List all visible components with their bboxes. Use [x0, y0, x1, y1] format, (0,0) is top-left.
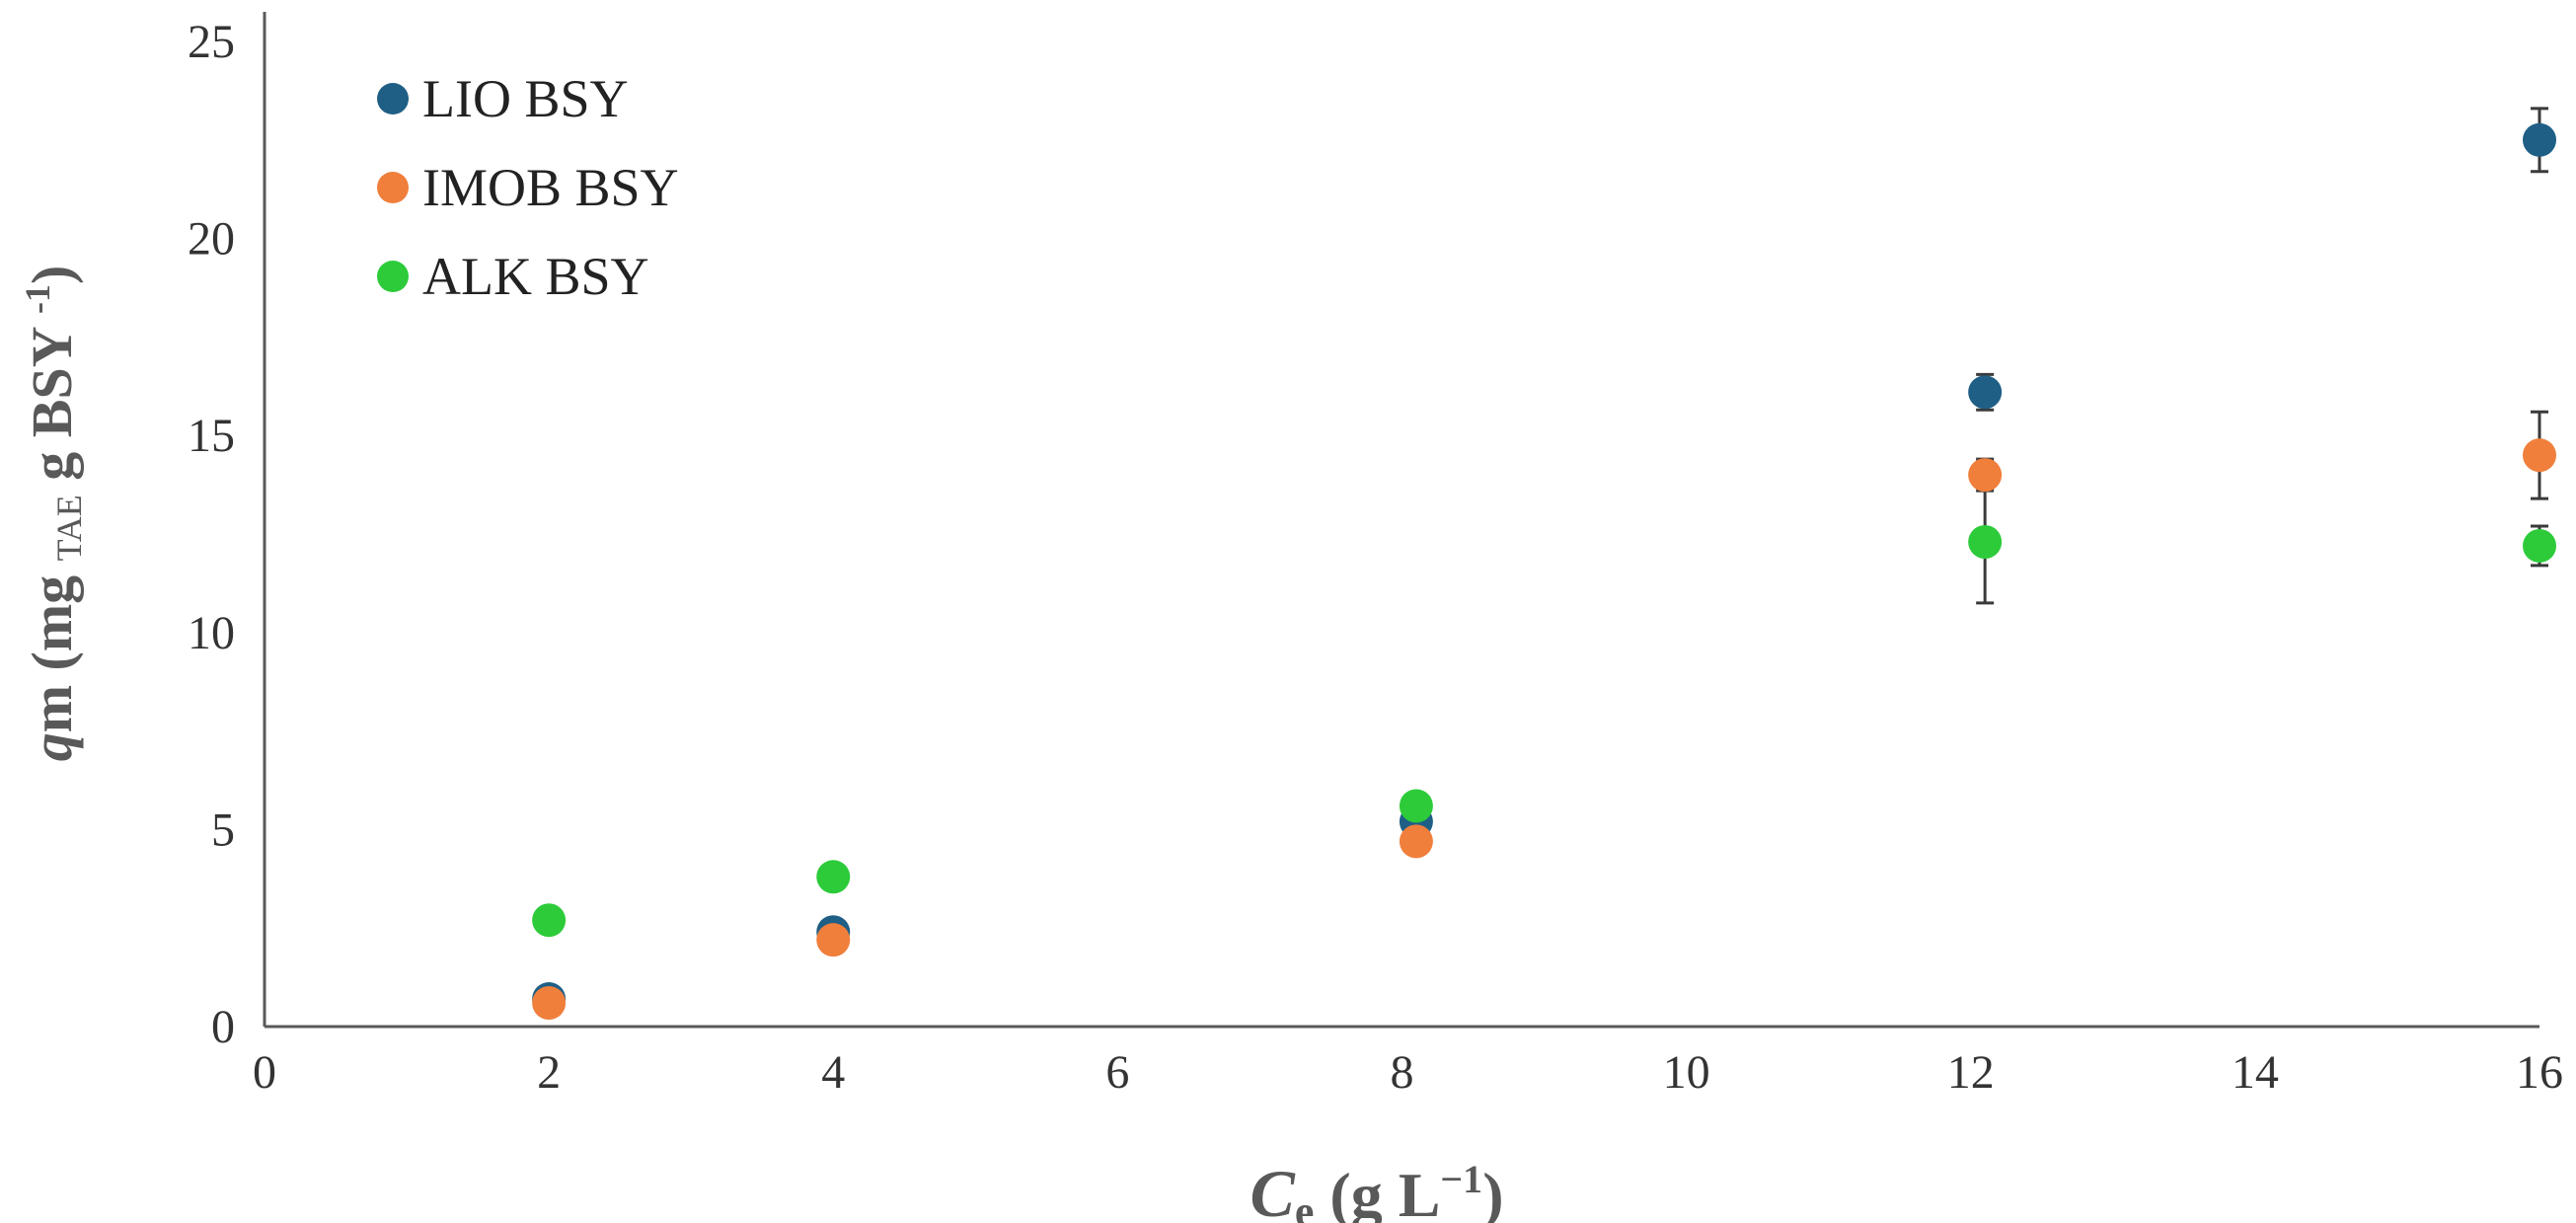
y-axis-title-sub: TAE	[49, 495, 89, 561]
data-point	[1399, 824, 1433, 859]
x-axis-title-unit: (g L	[1314, 1160, 1440, 1223]
data-point	[1399, 789, 1433, 823]
legend-marker	[377, 83, 409, 115]
x-tick-label: 14	[2232, 1046, 2279, 1099]
y-tick-label: 15	[188, 410, 235, 462]
x-tick-label: 8	[1391, 1046, 1414, 1099]
legend-label: IMOB BSY	[422, 158, 679, 217]
y-tick-label: 20	[188, 213, 235, 266]
legend-marker	[377, 261, 409, 292]
data-point	[2523, 438, 2556, 473]
y-tick-label: 10	[188, 607, 235, 659]
legend-label: LIO BSY	[422, 69, 629, 128]
axes-group	[263, 12, 2539, 1029]
data-point	[1968, 524, 2003, 559]
x-axis-title-sup: −1	[1440, 1157, 1482, 1201]
x-tick-label: 10	[1663, 1046, 1710, 1099]
data-point	[532, 903, 567, 938]
data-point	[816, 923, 851, 957]
data-point	[2523, 122, 2556, 157]
x-axis-title-var: C	[1250, 1156, 1296, 1223]
legend: LIO BSY IMOB BSY ALK BSY	[377, 69, 679, 306]
data-points	[532, 122, 2556, 1021]
x-tick-label: 16	[2516, 1046, 2563, 1099]
data-point	[1968, 458, 2003, 493]
y-axis-title-sup: -1	[18, 284, 57, 314]
y-tick-labels: 0 5 10 15 20 25	[188, 16, 235, 1053]
y-tick-label: 5	[211, 803, 235, 856]
x-tick-label: 12	[1947, 1046, 1995, 1099]
y-axis-title-m: m (mg	[20, 561, 84, 732]
data-point	[816, 860, 851, 894]
legend-label: ALK BSY	[422, 247, 649, 306]
x-axis-title-sub: e	[1295, 1187, 1315, 1223]
x-tick-label: 6	[1105, 1046, 1129, 1099]
y-axis-title-mid: g BSY	[20, 314, 84, 495]
y-axis-title: qm (mg TAE g BSY -1)	[18, 266, 89, 762]
x-tick-labels: 0 2 4 6 8 10 12 14 16	[253, 1046, 2563, 1099]
y-tick-label: 25	[188, 16, 235, 68]
x-tick-label: 2	[537, 1046, 561, 1099]
x-axis-title: Ce (g L−1)	[1250, 1156, 1504, 1223]
y-tick-label: 0	[211, 1001, 235, 1053]
y-axis-title-var: q	[20, 732, 84, 761]
data-point	[1968, 375, 2003, 410]
data-point	[532, 986, 567, 1021]
x-axis-title-close: )	[1482, 1160, 1503, 1223]
data-point	[2523, 528, 2556, 563]
legend-marker	[377, 172, 409, 203]
x-tick-label: 0	[253, 1046, 276, 1099]
y-axis-title-close: )	[20, 266, 84, 284]
x-tick-label: 4	[821, 1046, 845, 1099]
